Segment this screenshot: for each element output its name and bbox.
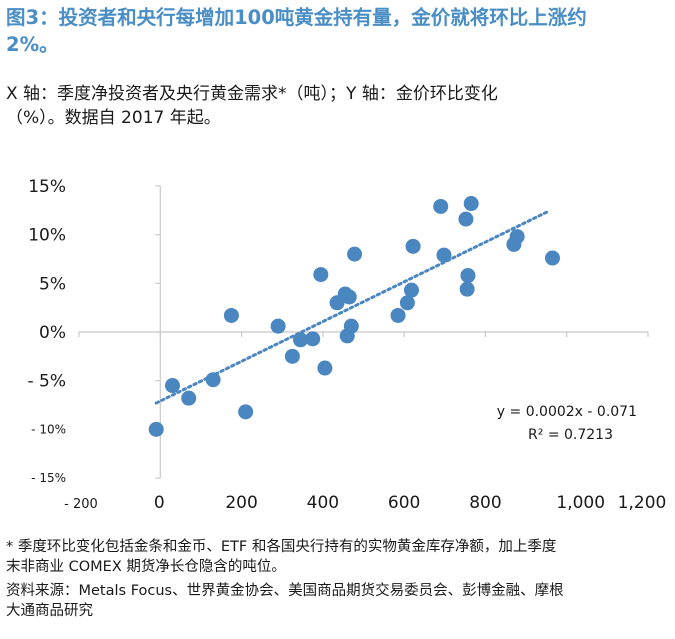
data-point bbox=[403, 282, 419, 298]
data-point bbox=[181, 390, 197, 406]
data-point bbox=[436, 247, 452, 263]
scatter-points bbox=[148, 196, 560, 437]
data-point bbox=[313, 267, 329, 283]
x-tick-label: 0 bbox=[154, 493, 165, 513]
trendline-r-squared: R² = 0.7213 bbox=[528, 427, 613, 443]
scatter-chart: 15% 10% 5% 0% - 5% - 10% - 15% - 200 0 200 400 600 8… bbox=[27, 177, 666, 513]
data-point bbox=[347, 246, 363, 262]
chart-title-line-2: 2%。 bbox=[6, 33, 59, 56]
data-point bbox=[205, 372, 221, 388]
data-point bbox=[223, 307, 239, 323]
y-tick-label: 0% bbox=[39, 323, 66, 343]
y-tick-label: 5% bbox=[39, 274, 66, 294]
data-point bbox=[341, 289, 357, 305]
x-tick-label: 800 bbox=[469, 493, 501, 513]
data-point bbox=[460, 268, 476, 284]
data-point bbox=[293, 332, 309, 348]
data-point bbox=[509, 229, 525, 245]
y-tick-label: 15% bbox=[28, 177, 66, 197]
trendline-group bbox=[154, 209, 550, 405]
y-tick-label: 10% bbox=[28, 226, 66, 246]
subtitle-line-1: X 轴：季度净投资者及央行黄金需求*（吨）；Y 轴：金价环比变化 bbox=[6, 84, 498, 104]
subtitle-line-2: （%）。数据自 2017 年起。 bbox=[6, 108, 221, 128]
data-point bbox=[164, 378, 180, 394]
source-note: 资料来源：Metals Focus、世界黄金协会、美国商品期货交易委员会、彭博金… bbox=[6, 581, 671, 621]
data-point bbox=[238, 404, 254, 420]
x-tick-label: 600 bbox=[388, 493, 420, 513]
trendline bbox=[154, 209, 550, 405]
source-line-1: 资料来源：Metals Focus、世界黄金协会、美国商品期货交易委员会、彭博金… bbox=[6, 583, 564, 599]
x-tick-label: 1,000 bbox=[556, 493, 605, 513]
data-point bbox=[343, 318, 359, 334]
data-point bbox=[399, 295, 415, 311]
source-line-2: 大通商品研究 bbox=[6, 603, 93, 619]
data-point bbox=[459, 281, 475, 297]
data-point bbox=[463, 196, 479, 212]
chart-subtitle: X 轴：季度净投资者及央行黄金需求*（吨）；Y 轴：金价环比变化 （%）。数据自… bbox=[6, 82, 666, 130]
y-tick-label: - 5% bbox=[27, 372, 66, 392]
y-tick-label: - 10% bbox=[31, 422, 66, 436]
data-point bbox=[148, 421, 164, 437]
x-tick-label: 200 bbox=[225, 493, 257, 513]
x-tick-label: - 200 bbox=[64, 497, 98, 512]
footnote-line-1: * 季度环比变化包括金条和金币、ETF 和各国央行持有的实物黄金库存净额，加上季… bbox=[6, 539, 557, 555]
data-point bbox=[270, 318, 286, 334]
data-point bbox=[284, 348, 300, 364]
footnote: * 季度环比变化包括金条和金币、ETF 和各国央行持有的实物黄金库存净额，加上季… bbox=[6, 537, 671, 577]
x-tick-label: 400 bbox=[307, 493, 339, 513]
data-point bbox=[405, 238, 421, 254]
data-point bbox=[305, 331, 321, 347]
x-tick-label: 1,200 bbox=[618, 493, 667, 513]
data-point bbox=[317, 360, 333, 376]
y-tick-label: - 15% bbox=[31, 471, 66, 485]
data-point bbox=[390, 307, 406, 323]
data-point bbox=[544, 250, 560, 266]
data-point bbox=[433, 198, 449, 214]
trendline-equation: y = 0.0002x - 0.071 bbox=[497, 404, 637, 420]
data-point bbox=[458, 211, 474, 227]
footnote-line-2: 末非商业 COMEX 期货净长仓隐含的吨位。 bbox=[6, 559, 286, 575]
chart-title-line-1: 图3：投资者和央行每增加100吨黄金持有量，金价就将环比上涨约 bbox=[6, 6, 587, 29]
tick-labels: 15% 10% 5% 0% - 5% - 10% - 15% - 200 0 200 400 600 8… bbox=[27, 177, 666, 513]
